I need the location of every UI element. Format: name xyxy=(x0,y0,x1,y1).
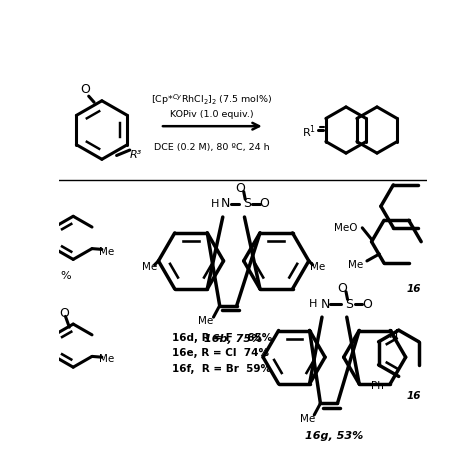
Text: 16f,  R = Br  59%: 16f, R = Br 59% xyxy=(172,364,271,374)
Text: 16e, R = Cl  74%: 16e, R = Cl 74% xyxy=(172,348,269,358)
Text: N: N xyxy=(320,298,330,310)
Text: 16: 16 xyxy=(407,391,421,401)
Text: S: S xyxy=(345,298,353,310)
Text: %: % xyxy=(60,271,71,282)
Text: KOPiv (1.0 equiv.): KOPiv (1.0 equiv.) xyxy=(170,110,254,119)
Text: R³: R³ xyxy=(130,150,142,160)
Text: MeO: MeO xyxy=(334,223,358,233)
Text: N: N xyxy=(221,198,230,210)
Text: Me: Me xyxy=(348,260,364,270)
Text: O: O xyxy=(362,298,372,310)
Text: 16g, 53%: 16g, 53% xyxy=(305,431,364,441)
Text: DCE (0.2 M), 80 ºC, 24 h: DCE (0.2 M), 80 ºC, 24 h xyxy=(154,143,270,152)
Text: O: O xyxy=(235,182,245,195)
Text: H: H xyxy=(309,299,317,309)
Text: Me: Me xyxy=(310,262,326,272)
Text: O: O xyxy=(260,198,270,210)
Text: O: O xyxy=(59,307,69,320)
Text: O: O xyxy=(337,282,347,295)
Text: [Cp*$^{Cy}$RhCl$_2$]$_2$ (7.5 mol%): [Cp*$^{Cy}$RhCl$_2$]$_2$ (7.5 mol%) xyxy=(151,92,273,107)
Text: Me: Me xyxy=(99,355,114,365)
Text: Ph: Ph xyxy=(371,381,383,391)
Text: Me: Me xyxy=(142,262,157,272)
Text: H: H xyxy=(211,199,219,209)
Text: N: N xyxy=(389,328,398,341)
Text: 16: 16 xyxy=(407,284,421,294)
Text: 16b, 75%: 16b, 75% xyxy=(204,335,263,345)
Text: Me: Me xyxy=(301,414,316,424)
Text: Me: Me xyxy=(198,316,213,326)
Text: Me: Me xyxy=(99,246,114,257)
Text: 16d, R = F    65%: 16d, R = F 65% xyxy=(172,333,272,343)
Text: O: O xyxy=(80,83,90,97)
Text: S: S xyxy=(243,198,251,210)
Text: R$^1$: R$^1$ xyxy=(302,123,316,140)
